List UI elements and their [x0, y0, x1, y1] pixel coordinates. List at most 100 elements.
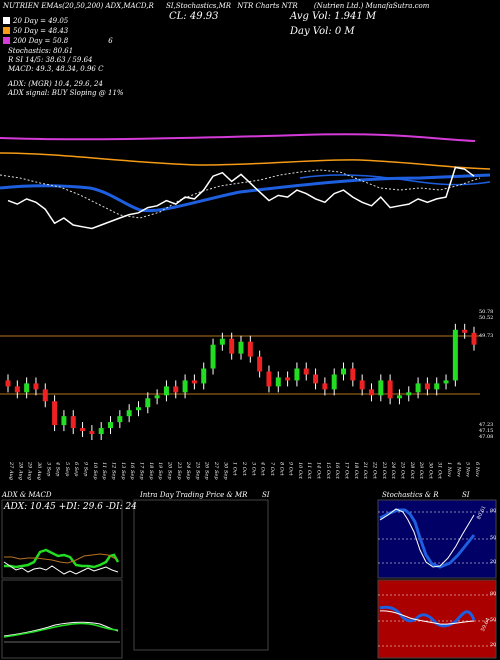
candle-body [331, 374, 337, 390]
candle-body [257, 356, 263, 372]
header-part-4: NTR Charts NTR [237, 2, 298, 10]
legend-ema50: 50 Day = 48.43 [3, 27, 68, 35]
date-tick-label: 17 Sep [138, 462, 144, 480]
close-price-line [7, 166, 475, 230]
price-label-4: 47.23 [479, 422, 494, 428]
legend-swatch-ema50 [3, 27, 10, 34]
candle-body [303, 368, 309, 375]
candle-body [126, 410, 132, 417]
rsi-value-label: 59.64 [480, 617, 492, 633]
macd-panel-frame [1, 579, 123, 659]
price-label-5: 47.15 [479, 428, 494, 434]
date-tick-label: 16 Oct [334, 462, 340, 480]
ema200-line [0, 133, 476, 142]
date-tick-label: 15 Oct [325, 462, 331, 480]
candle-body [368, 389, 374, 396]
date-tick-label: 28 Aug [17, 461, 23, 480]
date-tick-label: 9 Sep [83, 462, 89, 477]
candle-body [359, 380, 365, 390]
date-tick-label: 17 Oct [344, 462, 350, 480]
date-tick-label: 7 Oct [269, 462, 275, 477]
macd-stat: MACD: 49.3, 48.34, 0.96 C [8, 65, 104, 73]
date-tick-label: 29 Aug [27, 461, 33, 480]
candle-body [406, 392, 412, 396]
date-tick-label: 14 Oct [316, 462, 322, 480]
candle-body [61, 416, 67, 426]
date-tick-label: 10 Sep [92, 462, 98, 480]
candle-body [201, 368, 207, 384]
adx-stat: ADX: (MGR) 10.4, 29.6, 24 [8, 80, 103, 88]
candle-body [341, 368, 347, 375]
header-part-3: SI,Stochastics,MR [166, 2, 232, 10]
price-label-1: 50.78 [479, 309, 494, 315]
candle-body [80, 428, 86, 432]
date-tick-label: 1 Oct [232, 462, 238, 477]
date-tick-label: 26 Sep [204, 461, 210, 480]
header-part-5: (Nutrien Ltd.) MunafaSutra.com [313, 2, 430, 10]
candle-body [163, 386, 169, 396]
candle-body [108, 422, 114, 429]
candle-body [5, 380, 11, 387]
price-label-2: 50.52 [479, 315, 494, 321]
candle-body [424, 383, 430, 390]
ema-blue-secondary-line [299, 174, 491, 186]
candle-body [210, 344, 216, 369]
candle-body [154, 395, 160, 399]
date-tick-label: 30 Sep [222, 462, 228, 480]
date-tick-label: 3 Oct [250, 462, 256, 477]
macd-signal-line [3, 621, 119, 637]
candle-body [285, 377, 291, 381]
candle-body [52, 401, 58, 426]
candle-body [387, 380, 393, 399]
adx-values-label: ADX: 10.45 +DI: 29.6 -DI: 24 [4, 502, 137, 512]
adx-signal-stat: ADX signal: BUY Sloping @ 11% [8, 89, 124, 97]
candle-body [294, 368, 300, 381]
intra-panel-frame [133, 499, 269, 651]
candle-body [396, 395, 402, 399]
stoch-value-label: 80.61 [476, 505, 488, 521]
candle-body [70, 416, 76, 429]
date-tick-label: 27 Sep [213, 461, 219, 480]
date-tick-label: 25 Oct [399, 461, 405, 480]
date-tick-label: 8 Oct [278, 462, 284, 477]
candle-body [182, 380, 188, 393]
header-title-strip: NUTRIEN EMAs(20,50,200) ADX,MACD,R SI,St… [3, 2, 500, 10]
price-label-3: 49.73 [479, 333, 494, 339]
legend-swatch-ema20 [3, 17, 10, 24]
date-tick-label: 29 Oct [418, 461, 424, 480]
candle-body [42, 389, 48, 402]
price-label-6: 47.08 [479, 434, 494, 440]
stoch-scale-20: 20 [490, 559, 497, 565]
adx-line [3, 561, 119, 575]
date-tick-label: 12 Sep [111, 462, 117, 480]
candle-body [98, 428, 104, 435]
rsi-scale-50: 50 [490, 617, 497, 623]
date-tick-label: 9 Oct [288, 462, 294, 477]
avg-vol-label: Avg Vol: 1.941 M [290, 11, 377, 22]
stoch-k-line [379, 508, 475, 568]
adx-minus-di-line [4, 553, 117, 564]
close-label: CL: 49.93 [169, 11, 219, 22]
stoch-scale-80: 80 [490, 508, 497, 514]
date-tick-label: 3 Sep [45, 462, 51, 477]
ema-blue-line [0, 173, 491, 213]
candle-body [173, 386, 179, 393]
legend-ema200: 200 Day = 50.8 6 [3, 37, 113, 45]
date-tick-label: 30 Oct [427, 462, 433, 480]
date-tick-label: 31 Oct [437, 462, 443, 480]
date-tick-label: 27 Aug [8, 461, 14, 480]
date-tick-label: 24 Sep [185, 461, 191, 480]
date-tick-label: 21 Oct [362, 461, 368, 480]
main-price-chart: 27 Aug 28 Aug 29 Aug 30 Aug 3 Sep 4 Sep 5 Sep 6… [0, 133, 491, 480]
candle-body [415, 383, 421, 393]
candle-body [322, 383, 328, 390]
candle-body [378, 380, 384, 396]
rsi-white-line [379, 610, 475, 625]
date-tick-label: 11 Oct [306, 462, 312, 480]
date-tick-label: 24 Oct [390, 461, 396, 480]
date-tick-label: 4 Oct [260, 461, 266, 477]
stoch-scale-50: 50 [490, 535, 497, 541]
candle-body [266, 371, 272, 387]
date-tick-label: 2 Oct [241, 461, 247, 477]
rsi-scale-20: 20 [490, 642, 497, 648]
